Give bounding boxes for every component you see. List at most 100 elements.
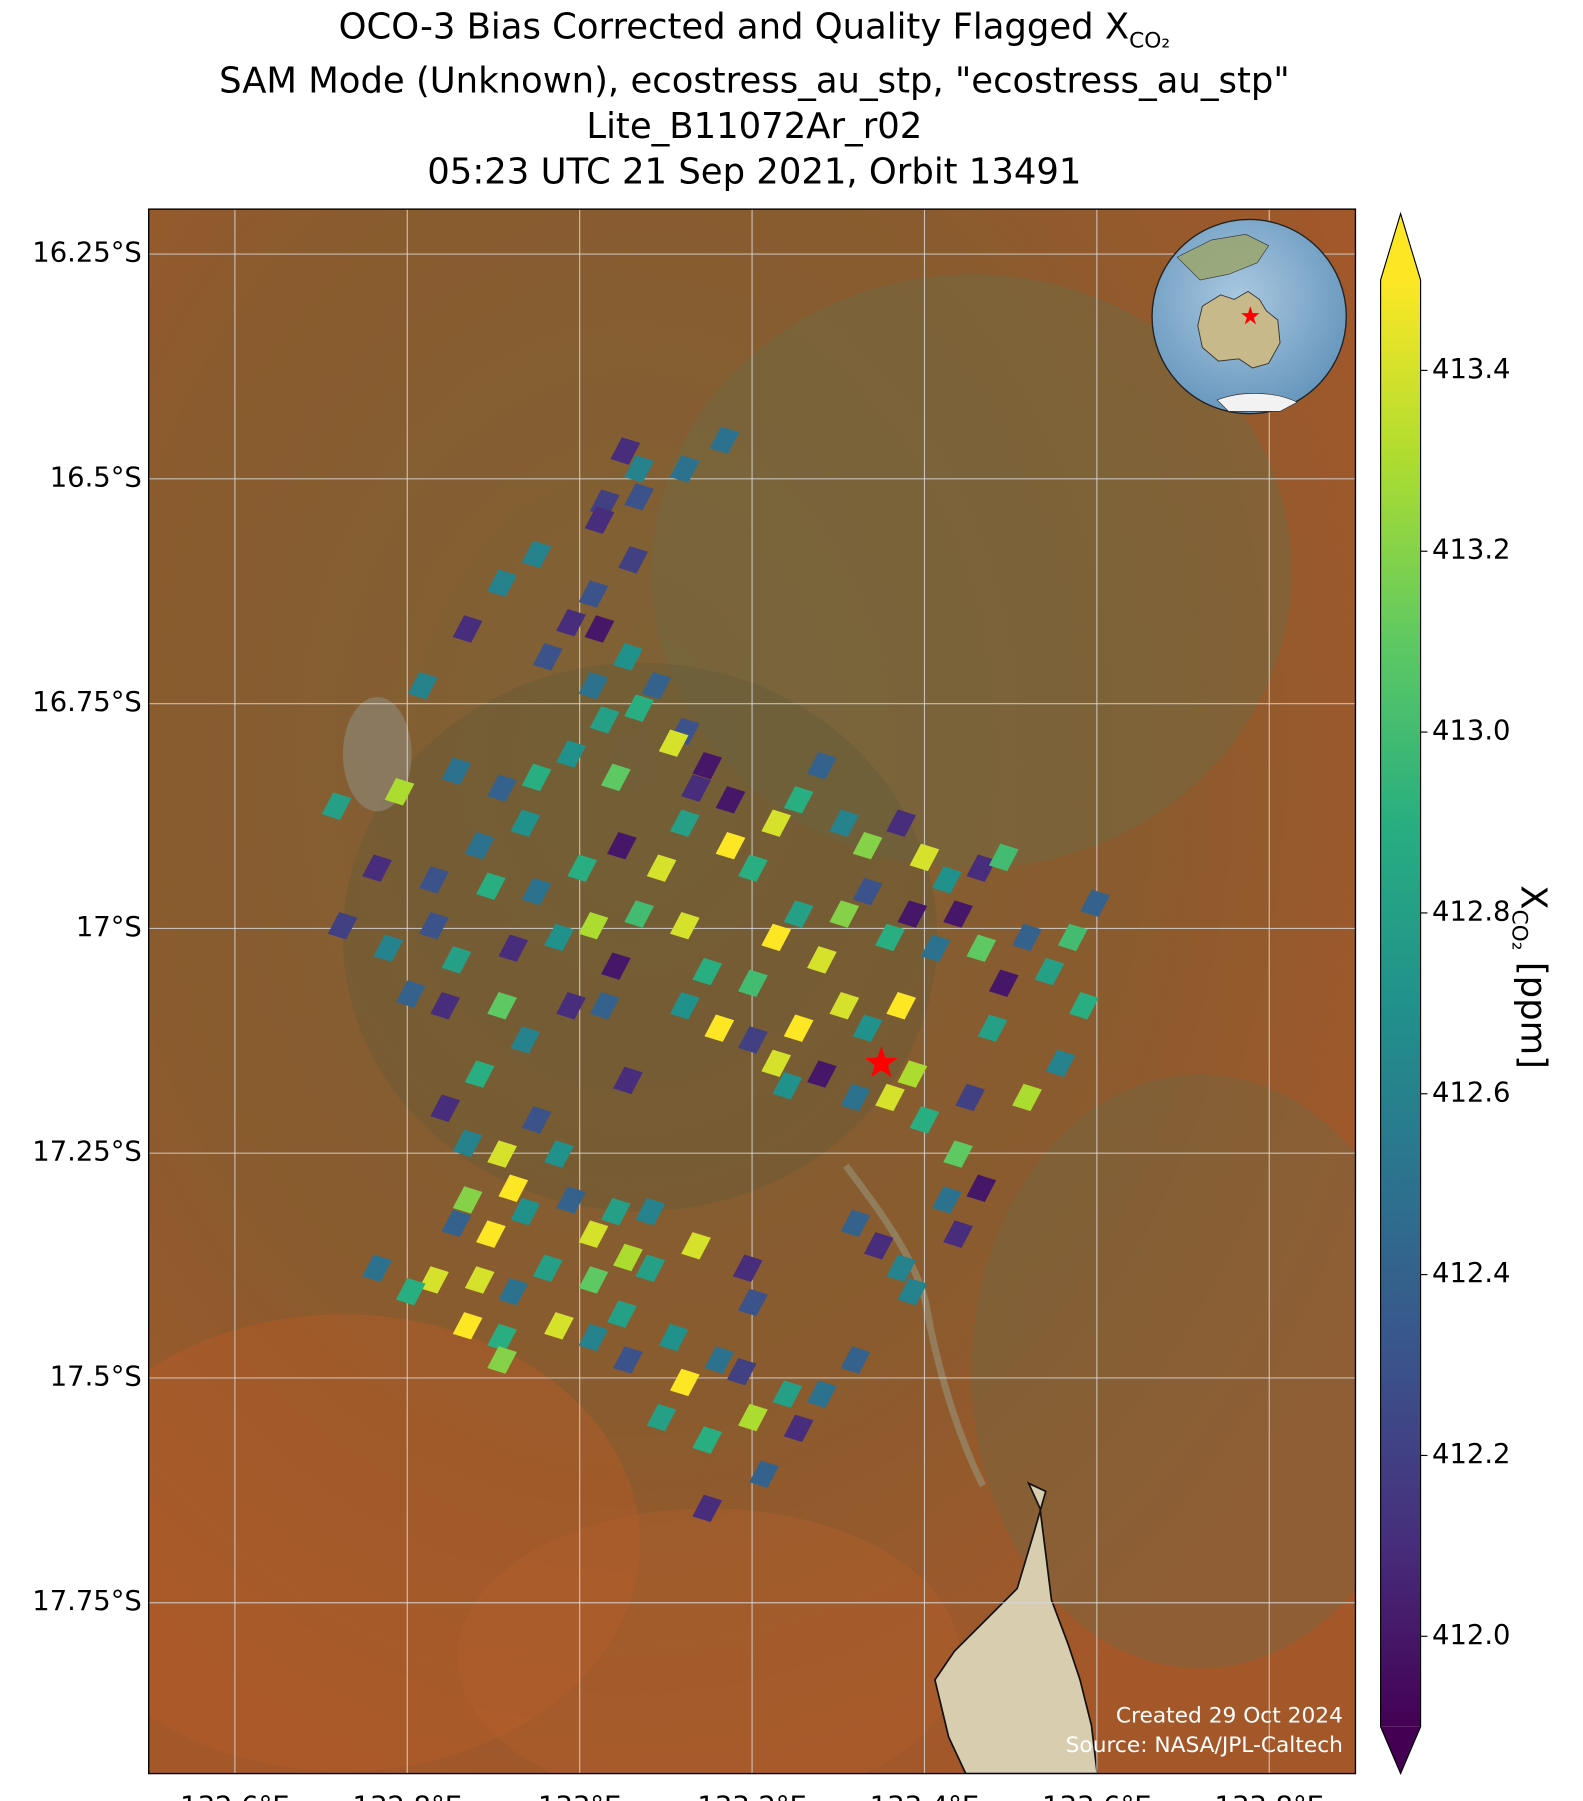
footprint <box>635 1197 666 1226</box>
footprint <box>840 1346 871 1374</box>
y-tick-label: 16.5°S <box>50 462 142 493</box>
colorbar-unit: [ppm] <box>1512 962 1553 1069</box>
footprint <box>556 740 586 768</box>
colorbar-body <box>1380 279 1421 1727</box>
red-soil <box>148 1314 640 1772</box>
footprint <box>607 831 637 860</box>
subtitle: SAM Mode (Unknown), ecostress_au_stp, "e… <box>219 60 1290 101</box>
colorbar-label: XCO₂ [ppm] <box>1507 885 1554 1069</box>
footprint <box>395 1277 426 1306</box>
colorbar-tick-label: 412.4 <box>1432 1258 1510 1289</box>
footprint <box>955 1083 986 1112</box>
footprint <box>532 1254 563 1282</box>
footprint <box>1034 957 1065 986</box>
x-tick-label: 132.8°E <box>353 1791 462 1801</box>
x-tick-label: 133°E <box>538 1791 621 1801</box>
footprint <box>807 946 837 974</box>
footprint <box>761 923 792 952</box>
footprint <box>807 1060 837 1088</box>
credit: Source: NASA/JPL-Caltech <box>1066 1733 1343 1758</box>
y-tick-label: 17.5°S <box>50 1361 142 1392</box>
footprint <box>487 1140 517 1168</box>
footprint <box>646 854 677 882</box>
footprint <box>510 1026 541 1054</box>
footprint <box>704 1014 735 1042</box>
footprint <box>430 1094 461 1122</box>
footprint <box>669 455 700 483</box>
vegetation-patch <box>971 1074 1356 1669</box>
x-tick-label: 133.2°E <box>697 1791 806 1801</box>
footprint <box>886 1254 917 1282</box>
river <box>843 1163 986 1488</box>
footprint <box>738 1026 768 1054</box>
footprint <box>407 671 438 700</box>
footprint <box>1045 1049 1076 1077</box>
footprint <box>829 809 860 837</box>
footprint <box>419 866 449 894</box>
footprint <box>584 615 615 643</box>
footprint <box>613 1066 643 1095</box>
colorbar-subscript: CO₂ <box>1507 909 1532 950</box>
footprint <box>498 1277 529 1306</box>
footprint <box>909 1106 940 1134</box>
footprint <box>726 1357 757 1386</box>
target-marker <box>865 1046 898 1078</box>
footprint <box>487 1346 517 1374</box>
footprint <box>761 1049 792 1077</box>
footprint <box>487 992 517 1020</box>
y-tick-label: 17.25°S <box>32 1137 142 1168</box>
footprint <box>521 763 552 792</box>
footprint <box>521 540 552 569</box>
footprint <box>932 866 962 894</box>
vegetation-patch <box>651 274 1292 869</box>
footprint <box>578 1323 609 1352</box>
footprint <box>464 831 495 860</box>
footprint <box>658 1323 689 1352</box>
footprint <box>601 763 631 792</box>
footprint <box>395 980 426 1008</box>
red-soil <box>457 1508 960 1774</box>
x-tick-label: 133.8°E <box>1215 1791 1324 1801</box>
footprint <box>704 1346 735 1374</box>
y-tick-label: 17.75°S <box>32 1586 142 1617</box>
footprint <box>610 437 641 465</box>
footprint <box>669 809 700 837</box>
footprint <box>738 1403 768 1432</box>
footprint <box>464 1060 495 1088</box>
colorbar-tick-label: 413.0 <box>1432 716 1510 747</box>
footprint <box>532 643 563 671</box>
footprint <box>419 912 449 940</box>
footprint <box>669 1368 700 1397</box>
footprint <box>452 1312 483 1340</box>
colorbar-tick-label: 413.2 <box>1432 535 1510 566</box>
footprints <box>321 426 1110 1523</box>
basemap <box>148 209 1356 1774</box>
footprint <box>441 1209 472 1238</box>
footprint <box>544 1312 574 1340</box>
footprint <box>852 831 883 860</box>
footprint <box>886 809 917 837</box>
footprint <box>362 1254 392 1282</box>
footprint <box>601 952 631 980</box>
footprint <box>578 1266 609 1294</box>
footprint <box>909 843 940 872</box>
colorbar-extend-max <box>1380 213 1421 280</box>
subtitle: 05:23 UTC 21 Sep 2021, Orbit 13491 <box>427 152 1081 193</box>
footprint <box>840 1209 871 1238</box>
y-tick-label: 16.25°S <box>32 238 142 269</box>
footprint <box>624 694 655 722</box>
footprint <box>373 934 404 962</box>
footprint <box>476 1220 506 1248</box>
title-text: OCO-3 Bias Corrected and Quality Flagged… <box>339 7 1130 48</box>
footprint <box>988 969 1019 997</box>
footprint <box>646 1403 677 1432</box>
footprint <box>452 615 483 643</box>
footprint <box>692 1426 723 1454</box>
map-frame <box>148 208 1357 1775</box>
colorbar-tick-label: 412.8 <box>1432 896 1510 927</box>
footprint <box>487 774 517 802</box>
footprint <box>487 1323 517 1352</box>
footprint <box>498 1174 529 1202</box>
footprint <box>852 877 883 906</box>
colorbar-tick-label: 412.2 <box>1432 1439 1510 1470</box>
